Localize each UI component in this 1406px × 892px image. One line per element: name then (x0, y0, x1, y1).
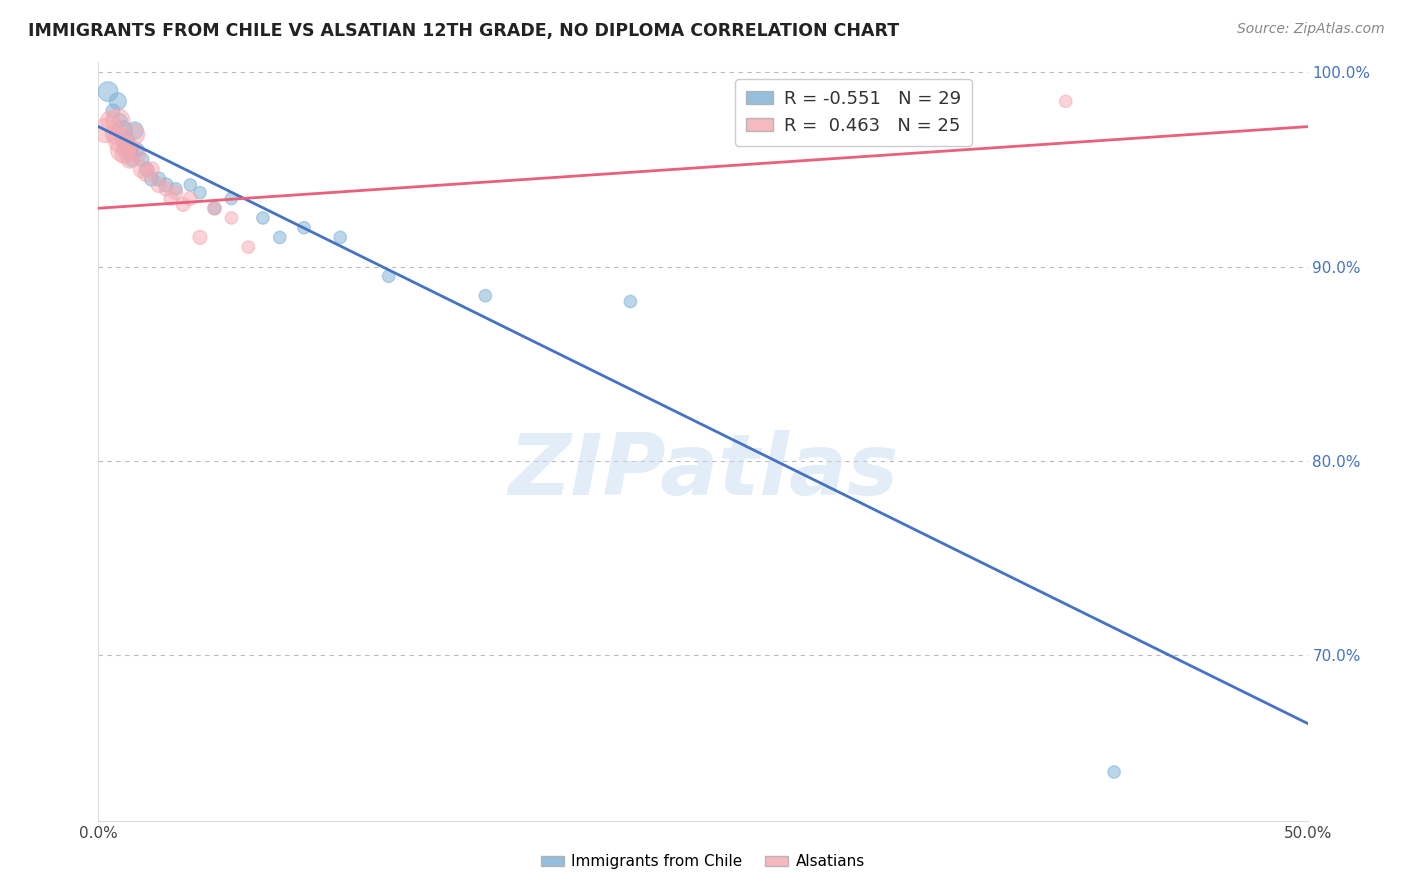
Point (165, 186, 187, 200)
Point (188, 230, 211, 244)
Point (221, 211, 243, 225)
Point (238, 240, 260, 254)
Point (165, 182, 187, 196)
Text: ZIPatlas: ZIPatlas (508, 430, 898, 514)
Point (155, 182, 177, 196)
Point (94, 123, 117, 137)
Point (188, 186, 211, 200)
Point (131, 153, 153, 167)
Point (111, 123, 134, 137)
Point (135, 162, 157, 177)
Point (107, 113, 129, 128)
Point (97, 85, 120, 99)
Point (148, 172, 170, 186)
Point (148, 178, 170, 192)
Point (179, 178, 201, 192)
Point (1102, 765, 1125, 780)
Point (127, 143, 149, 157)
Point (155, 178, 177, 192)
Point (117, 143, 139, 157)
Point (104, 128, 127, 142)
Point (172, 197, 194, 211)
Point (1054, 95, 1077, 109)
Point (114, 133, 136, 147)
Point (269, 230, 291, 244)
Point (121, 153, 143, 167)
Legend: Immigrants from Chile, Alsatians: Immigrants from Chile, Alsatians (534, 848, 872, 875)
Point (292, 220, 315, 235)
Point (619, 294, 641, 309)
Point (141, 162, 163, 177)
Point (329, 230, 352, 244)
Point (221, 192, 243, 206)
Point (124, 123, 146, 137)
Point (141, 172, 163, 186)
Point (135, 166, 157, 180)
Text: Source: ZipAtlas.com: Source: ZipAtlas.com (1237, 22, 1385, 37)
Point (107, 95, 129, 109)
Legend: R = -0.551   N = 29, R =  0.463   N = 25: R = -0.551 N = 29, R = 0.463 N = 25 (735, 79, 972, 145)
Point (108, 133, 131, 147)
Point (252, 211, 274, 225)
Point (111, 143, 134, 157)
Point (179, 192, 201, 206)
Point (114, 146, 136, 161)
Point (124, 128, 146, 142)
Point (131, 162, 153, 177)
Point (127, 146, 149, 161)
Point (117, 139, 139, 153)
Point (474, 289, 496, 303)
Point (101, 103, 124, 118)
Point (108, 113, 131, 128)
Point (204, 201, 226, 215)
Point (377, 269, 399, 284)
Point (160, 192, 183, 206)
Point (118, 143, 141, 157)
Text: IMMIGRANTS FROM CHILE VS ALSATIAN 12TH GRADE, NO DIPLOMA CORRELATION CHART: IMMIGRANTS FROM CHILE VS ALSATIAN 12TH G… (28, 22, 900, 40)
Point (204, 201, 226, 215)
Point (100, 113, 122, 128)
Point (118, 153, 141, 167)
